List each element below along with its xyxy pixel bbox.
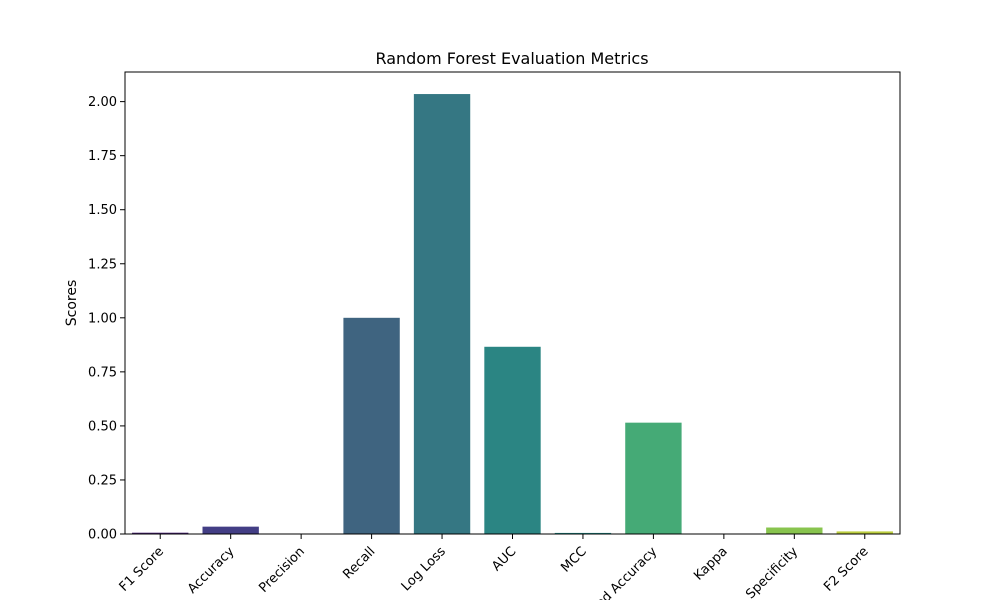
y-tick-label: 1.00 (88, 311, 117, 326)
y-tick-label: 0.50 (88, 419, 117, 434)
x-tick-label: Precision (256, 544, 308, 596)
x-tick-label: AUC (489, 544, 519, 574)
x-tick-label: Recall (340, 544, 378, 582)
x-tick-label: MCC (558, 544, 589, 575)
y-tick-label: 1.75 (88, 149, 117, 164)
x-ticks-group: F1 Score Accuracy Precision Recall Log Loss A… (117, 534, 872, 600)
plot-frame (124, 71, 901, 535)
bar-accuracy (202, 526, 259, 534)
x-tick-label: F1 Score (117, 544, 167, 594)
bars-group (132, 94, 893, 534)
x-tick-label: Accuracy (185, 544, 238, 597)
y-tick-label: 2.00 (88, 95, 117, 110)
bar-f2-score (836, 531, 893, 534)
y-tick-label: 0.00 (88, 528, 117, 543)
y-tick-label: 1.25 (88, 257, 117, 272)
x-tick-label: F2 Score (821, 544, 871, 594)
bar-mcc (554, 532, 612, 534)
y-tick-label: 1.50 (88, 203, 117, 218)
bar-f1-score (132, 532, 189, 534)
y-axis-label: Scores (64, 280, 80, 327)
bar-log-loss (413, 94, 471, 534)
y-tick-label: 0.75 (88, 365, 117, 380)
bar-balanced-accuracy (625, 422, 682, 534)
bar-auc (484, 346, 541, 534)
y-tick-label: 0.25 (88, 473, 117, 488)
y-ticks-group: 0.00 0.25 0.50 0.75 1.00 1.25 1.50 1.75 2.00 (88, 95, 125, 543)
chart-title: Random Forest Evaluation Metrics (375, 49, 648, 68)
bar-recall (343, 317, 400, 534)
bar-specificity (766, 527, 823, 534)
x-tick-label: Kappa (691, 544, 730, 583)
x-tick-label: Specificity (743, 544, 801, 600)
x-tick-label: Log Loss (399, 544, 449, 594)
